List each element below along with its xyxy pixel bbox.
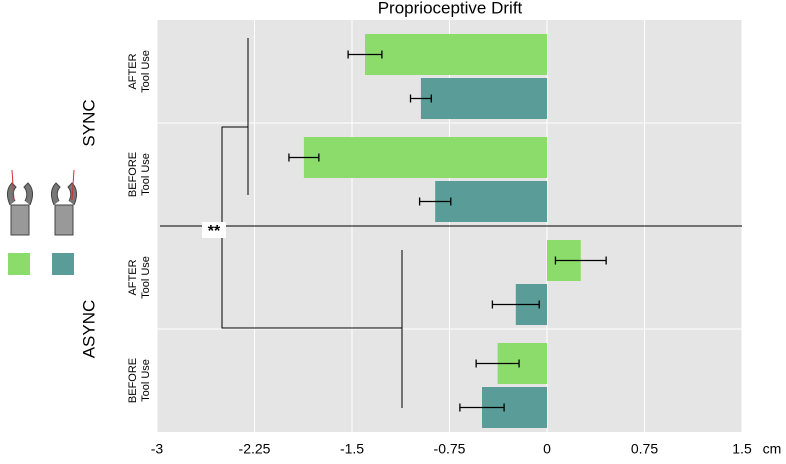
legend-icons (6, 169, 78, 236)
category-label: Tool Use (140, 256, 152, 299)
chart-title: Proprioceptive Drift (378, 0, 523, 17)
bar (303, 137, 547, 178)
x-tick-label: 0.75 (631, 441, 658, 457)
x-tick-label: -1.5 (340, 441, 364, 457)
gripper-icon (71, 169, 75, 201)
gripper-icon (11, 169, 15, 201)
bar (435, 181, 547, 222)
category-label: Tool Use (140, 153, 152, 196)
x-tick-label: 1.5 (732, 441, 752, 457)
category-label: Tool Use (140, 359, 152, 402)
error-bar (409, 94, 432, 103)
x-tick-label: 0 (543, 441, 551, 457)
category-label: BEFORE (127, 152, 139, 197)
x-tick-label: -0.75 (434, 441, 466, 457)
category-label: AFTER (127, 259, 139, 295)
group-label: SYNC (79, 99, 98, 146)
x-tick-label: -3 (151, 441, 164, 457)
annotation-bg (202, 222, 226, 238)
bar (420, 78, 547, 119)
error-bar (288, 153, 320, 162)
error-bar (418, 197, 452, 206)
gripper-icon (10, 204, 30, 236)
error-bar (475, 359, 520, 368)
error-bar (347, 50, 383, 59)
x-axis-label: cm (763, 441, 782, 457)
gripper-icon (6, 182, 34, 206)
legend-swatch (8, 253, 30, 275)
category-label: BEFORE (127, 358, 139, 403)
legend-swatch (52, 253, 74, 275)
error-bar (554, 256, 607, 265)
category-label: Tool Use (140, 50, 152, 93)
error-bar (491, 300, 540, 309)
annotation: ** (208, 223, 221, 240)
group-label: ASYNC (79, 300, 98, 359)
x-tick-label: -2.25 (239, 441, 271, 457)
bar (365, 34, 547, 75)
gripper-icon (54, 204, 74, 236)
category-label: AFTER (127, 53, 139, 89)
gripper-icon (50, 182, 78, 206)
error-bar (459, 403, 505, 412)
